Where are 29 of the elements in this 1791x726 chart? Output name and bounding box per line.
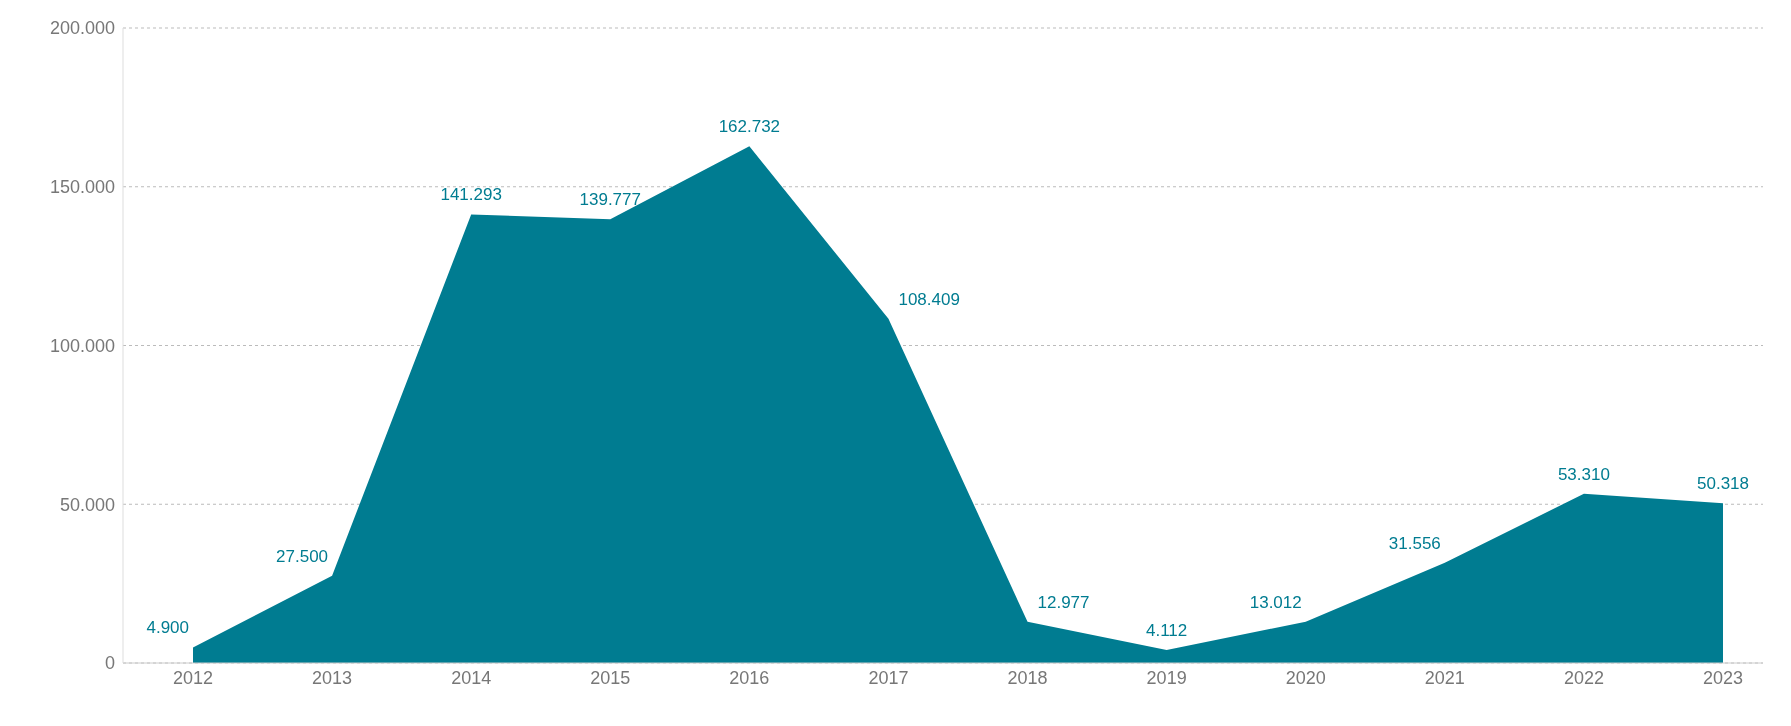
data-label: 13.012 <box>1249 592 1302 612</box>
data-label: 141.293 <box>440 185 502 205</box>
x-tick-label: 2019 <box>1146 667 1187 688</box>
y-tick-label: 50.000 <box>59 494 115 515</box>
data-label: 27.500 <box>276 546 329 566</box>
data-label: 31.556 <box>1388 533 1441 553</box>
x-tick-label: 2017 <box>868 667 909 688</box>
y-tick-label: 0 <box>104 653 115 674</box>
data-label: 139.777 <box>579 190 641 210</box>
x-tick-label: 2015 <box>590 667 631 688</box>
x-tick-label: 2012 <box>172 667 214 688</box>
y-tick-label: 100.000 <box>49 335 115 356</box>
x-tick-label: 2018 <box>1007 667 1048 688</box>
x-tick-label: 2014 <box>451 667 492 688</box>
y-tick-label: 200.000 <box>49 18 115 39</box>
x-tick-label: 2022 <box>1563 667 1604 688</box>
y-tick-label: 150.000 <box>49 177 115 198</box>
data-label: 4.900 <box>146 618 189 638</box>
data-label: 12.977 <box>1037 592 1090 612</box>
x-tick-label: 2016 <box>729 667 770 688</box>
x-tick-label: 2020 <box>1285 667 1326 688</box>
data-label: 53.310 <box>1557 464 1610 484</box>
data-label: 162.732 <box>718 117 781 137</box>
x-tick-label: 2023 <box>1702 667 1744 688</box>
x-tick-label: 2021 <box>1424 667 1465 688</box>
data-label: 108.409 <box>898 289 960 309</box>
data-label: 4.112 <box>1146 620 1188 640</box>
x-tick-label: 2013 <box>312 667 353 688</box>
data-label: 50.318 <box>1697 474 1749 494</box>
